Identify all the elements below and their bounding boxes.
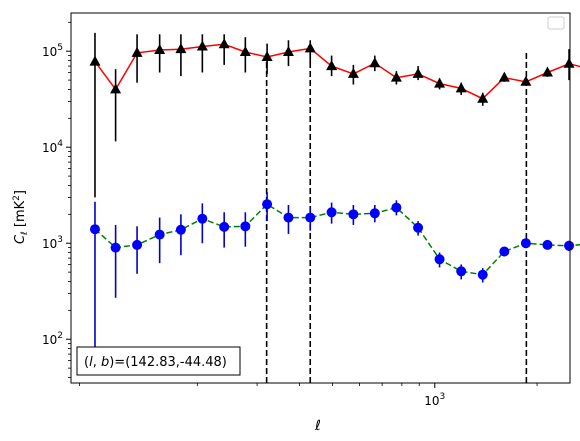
data-point-circle <box>89 224 100 235</box>
series-line <box>94 43 580 100</box>
data-point-circle <box>262 199 273 210</box>
data-point-triangle <box>239 46 251 57</box>
data-point-circle <box>326 207 337 218</box>
data-point-circle <box>369 208 380 219</box>
data-point-circle <box>305 212 316 223</box>
data-point-triangle <box>434 77 446 88</box>
data-point-circle <box>348 209 359 220</box>
data-point-circle <box>542 239 553 250</box>
data-point-triangle <box>218 38 230 49</box>
data-point-circle <box>283 212 294 223</box>
y-tick-label: 104 <box>42 139 63 155</box>
data-point-circle <box>564 240 575 251</box>
data-point-circle <box>499 246 510 257</box>
data-point-triangle <box>541 66 553 77</box>
data-point-circle <box>110 242 121 253</box>
data-point-circle <box>434 254 445 265</box>
data-point-triangle <box>412 67 424 78</box>
annotation-frame <box>76 346 241 376</box>
data-point-triangle <box>477 92 489 103</box>
data-point-circle <box>456 266 467 277</box>
annotation-text: (l, b)=(142.83,-44.48) <box>84 355 227 370</box>
data-point-triangle <box>369 57 381 68</box>
series-2 <box>89 192 580 361</box>
axis-ticks <box>66 21 538 388</box>
plot-area-frame <box>70 12 571 384</box>
data-point-circle <box>240 221 251 232</box>
data-series <box>89 32 580 361</box>
data-point-triangle <box>563 57 575 68</box>
data-point-triangle <box>89 55 101 66</box>
data-point-circle <box>175 224 186 235</box>
x-tick-label: 103 <box>424 392 445 408</box>
data-point-triangle <box>498 71 510 82</box>
data-point-circle <box>132 239 143 250</box>
y-tick-label: 103 <box>42 235 63 251</box>
data-point-triangle <box>520 75 532 86</box>
data-point-triangle <box>390 71 402 82</box>
data-point-triangle <box>154 43 166 54</box>
data-point-triangle <box>347 67 359 78</box>
data-point-circle <box>219 221 230 232</box>
series-line <box>94 203 580 276</box>
y-tick-label: 102 <box>42 331 63 347</box>
data-point-triangle <box>282 46 294 57</box>
y-axis-label: Cℓ [mK2] <box>12 190 30 244</box>
data-point-circle <box>197 213 208 224</box>
data-point-circle <box>520 238 531 249</box>
x-axis-label: ℓ <box>314 418 321 434</box>
data-point-triangle <box>304 42 316 53</box>
data-point-triangle <box>131 46 143 57</box>
series-1 <box>89 32 580 198</box>
data-point-triangle <box>261 51 273 62</box>
data-point-triangle <box>110 83 122 94</box>
data-point-circle <box>391 202 402 213</box>
axis-tick-labels: 102 103 104 105 103 <box>42 43 445 408</box>
data-point-triangle <box>175 43 187 54</box>
y-tick-label: 105 <box>42 43 63 59</box>
data-point-triangle <box>455 82 467 93</box>
data-point-circle <box>413 222 424 233</box>
coordinate-annotation: (l, b)=(142.83,-44.48) <box>76 346 241 376</box>
data-point-circle <box>154 229 165 240</box>
data-point-triangle <box>196 40 208 51</box>
data-point-circle <box>477 269 488 280</box>
data-point-triangle <box>326 60 338 71</box>
legend-box <box>547 16 565 30</box>
